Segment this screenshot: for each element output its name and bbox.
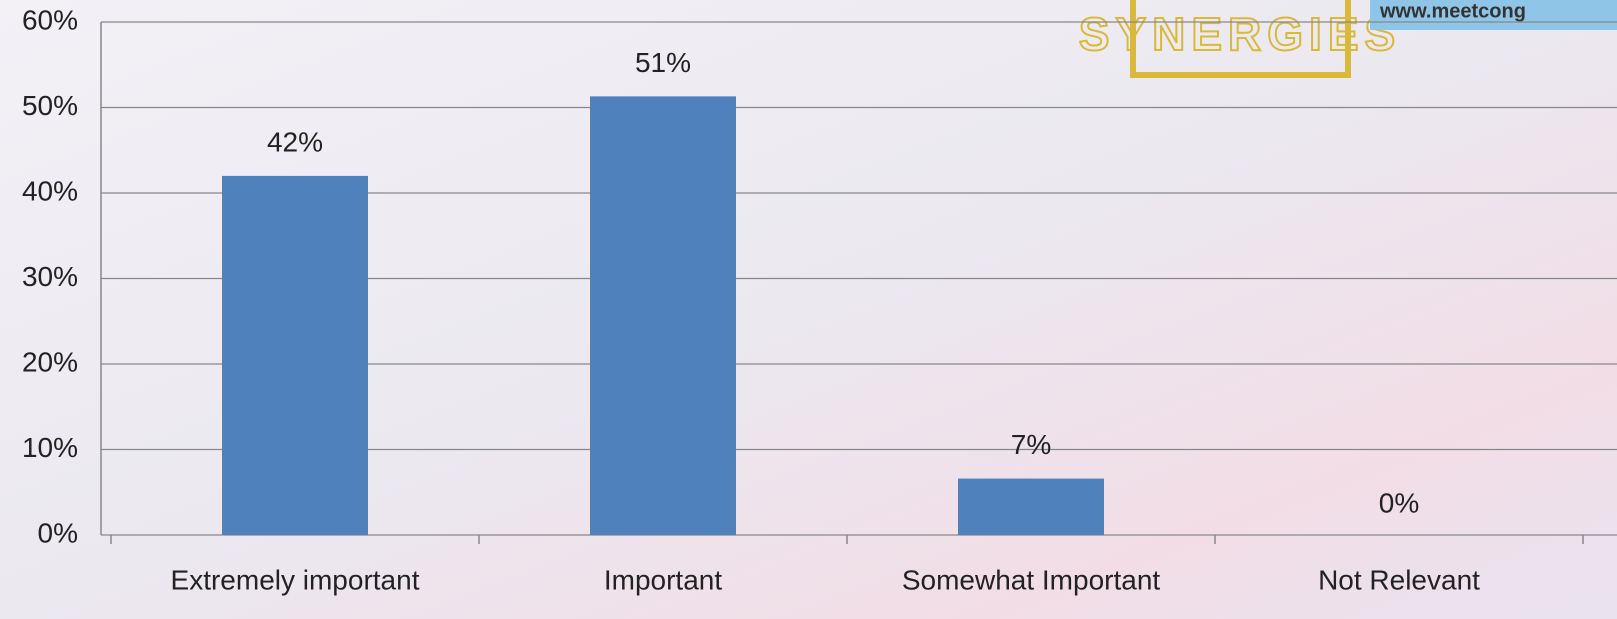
y-tick-label: 10%: [22, 432, 78, 463]
y-tick-label: 20%: [22, 346, 78, 377]
logo-frame: [1130, 0, 1351, 78]
x-tick-label: Important: [604, 564, 722, 595]
logo-text: SYNERGIES: [1079, 8, 1401, 60]
value-label: 42%: [267, 126, 323, 157]
x-tick-label: Somewhat Important: [902, 564, 1161, 595]
y-tick-label: 0%: [38, 517, 78, 548]
bar: [958, 478, 1104, 535]
y-tick-label: 30%: [22, 261, 78, 292]
y-tick-label: 50%: [22, 90, 78, 121]
value-label: 7%: [1011, 429, 1051, 460]
value-label: 51%: [635, 47, 691, 78]
value-label: 0%: [1379, 487, 1419, 518]
bar: [590, 96, 736, 535]
logo-url-box: [1370, 0, 1617, 30]
x-tick-label: Not Relevant: [1318, 564, 1480, 595]
logo-url: www.meetcong: [1379, 0, 1526, 22]
y-tick-label: 40%: [22, 175, 78, 206]
y-tick-label: 60%: [22, 4, 78, 35]
x-tick-label: Extremely important: [171, 564, 420, 595]
bar: [222, 175, 368, 535]
